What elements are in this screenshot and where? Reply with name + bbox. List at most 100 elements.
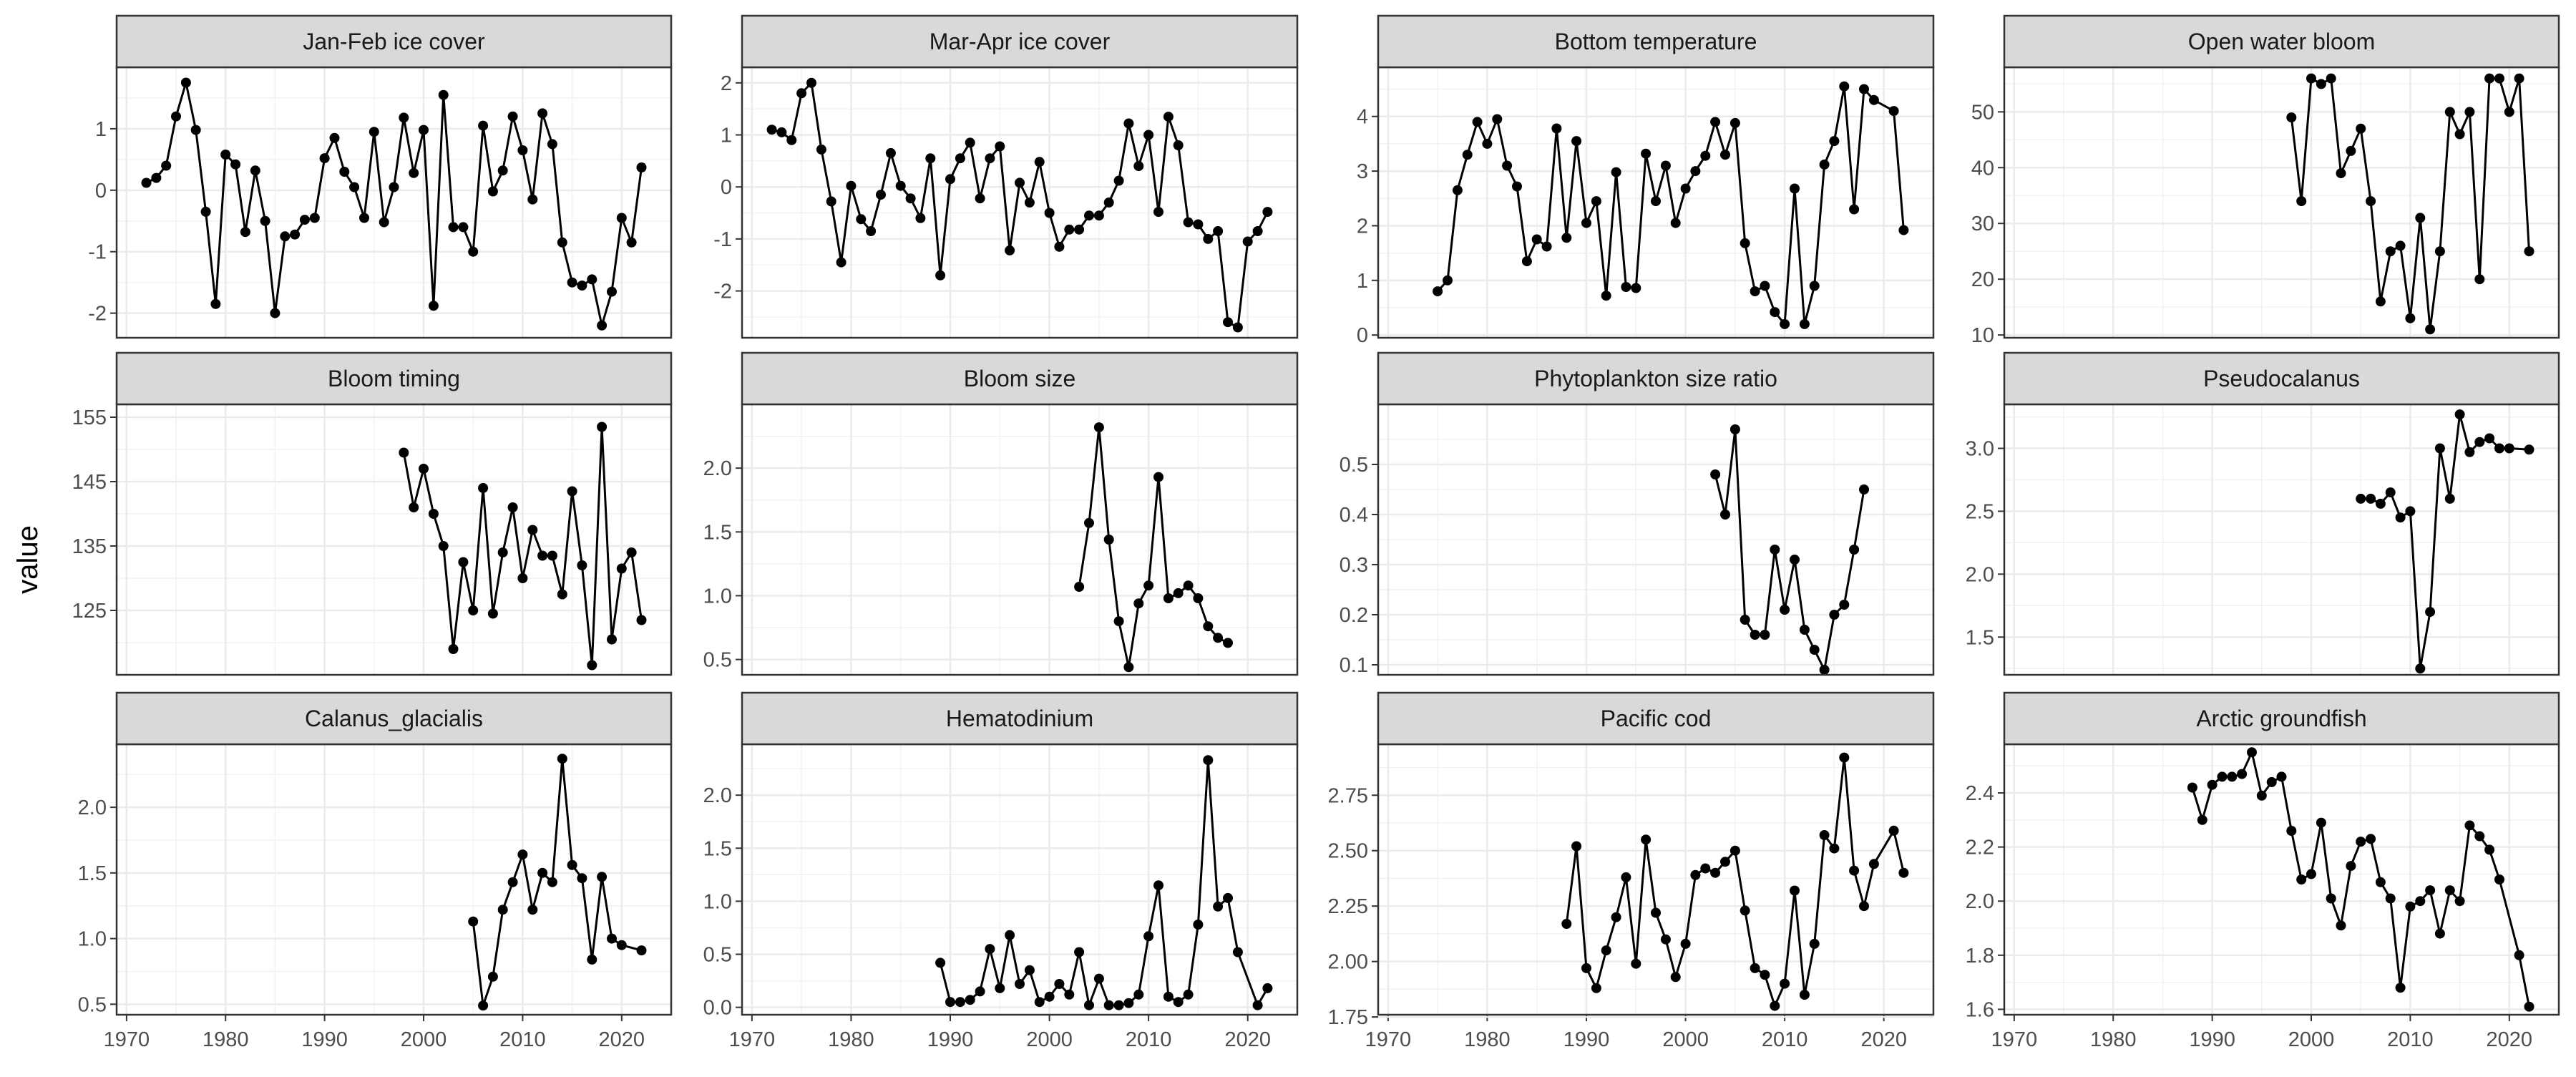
y-tick-label: 1.0 [78,928,107,951]
data-point [2237,769,2248,779]
facet-strip [115,14,673,69]
data-point [458,557,469,567]
data-point [1750,286,1760,297]
data-point [2454,409,2465,420]
data-point [2385,246,2396,257]
data-point [2395,983,2406,993]
facet-title: Bloom timing [328,366,460,391]
y-tick-label: 155 [72,406,107,429]
data-point [497,905,508,915]
data-point [1443,275,1453,286]
data-point [1183,580,1194,591]
data-point [1005,930,1015,940]
data-point [2434,443,2445,454]
panel-background [2004,744,2559,1015]
data-point [1819,830,1830,840]
data-point [299,215,310,225]
data-point [190,125,201,135]
data-point [2444,493,2455,504]
facet-strip [1377,691,1935,746]
data-point [1740,905,1750,916]
series-line [2191,751,2530,1007]
y-tick-label: 125 [72,600,107,623]
data-point [537,867,548,878]
data-point [1750,963,1760,973]
facet-title: Mar-Apr ice cover [930,29,1111,54]
data-point [1690,869,1701,880]
data-point [567,859,577,870]
data-point [1482,138,1493,149]
data-point [1750,630,1760,640]
y-tick-label: 2.0 [1966,563,1994,586]
data-point [1740,238,1750,248]
data-point [1829,610,1840,620]
y-tick-label: 40 [1971,157,1994,180]
facet-strip [115,351,673,406]
data-point [1044,208,1055,218]
data-point [1819,665,1830,675]
data-point [1024,198,1035,208]
x-tick-label: 2000 [1026,1028,1073,1051]
data-point [1193,593,1204,603]
data-point [1809,938,1820,949]
data-point [636,162,647,172]
data-point [597,872,608,882]
data-point [866,226,877,236]
data-point [2336,920,2346,931]
data-point [557,589,567,600]
data-point [2296,874,2307,884]
facet-title: Bloom size [964,366,1076,391]
data-point [597,421,608,432]
data-point [945,997,955,1008]
data-point [537,108,548,119]
data-point [2356,123,2366,134]
data-point [1809,281,1820,291]
data-point [1859,84,1869,94]
x-tick-label: 1980 [828,1028,874,1051]
data-point [2484,73,2495,84]
data-point [2524,444,2534,455]
data-point [1690,166,1701,177]
data-point [2464,820,2475,831]
data-point [468,916,479,927]
data-point [885,147,896,158]
data-point [1223,892,1233,903]
series-line [1714,428,1865,671]
data-point [1123,118,1134,129]
data-point [379,217,389,228]
data-point [2405,313,2416,323]
data-point [577,873,587,884]
data-point [1163,991,1174,1002]
data-point [2207,779,2218,790]
y-tick-label: 1 [721,125,732,147]
y-tick-label: 0.0 [703,997,732,1020]
facet-title: Calanus_glacialis [305,706,483,731]
data-point [458,222,469,233]
data-point [1710,867,1721,878]
data-point [935,270,946,281]
data-point [2366,493,2376,504]
y-tick-label: 0 [1357,324,1368,347]
data-point [1044,991,1055,1002]
data-point [1760,630,1770,640]
facet-panel: 0.1 0.2 0.3 0.4 0.5 Phytoplankton size ratio [1340,351,1935,677]
data-point [1133,161,1144,172]
data-point [1232,947,1243,957]
data-point [1093,422,1104,433]
data-point [2326,893,2336,904]
data-point [1462,150,1473,160]
x-tick-label: 2020 [599,1028,645,1051]
data-point [826,196,836,207]
y-tick-label: 2.00 [1328,951,1368,974]
data-point [1502,160,1513,171]
data-point [369,127,379,137]
data-point [210,298,221,309]
data-point [1898,225,1909,235]
y-tick-label: 2.0 [703,784,732,807]
data-point [2484,844,2495,855]
data-point [2494,73,2504,84]
data-point [1591,196,1601,207]
data-point [626,547,637,557]
data-point [478,120,489,131]
data-point [1173,588,1184,598]
